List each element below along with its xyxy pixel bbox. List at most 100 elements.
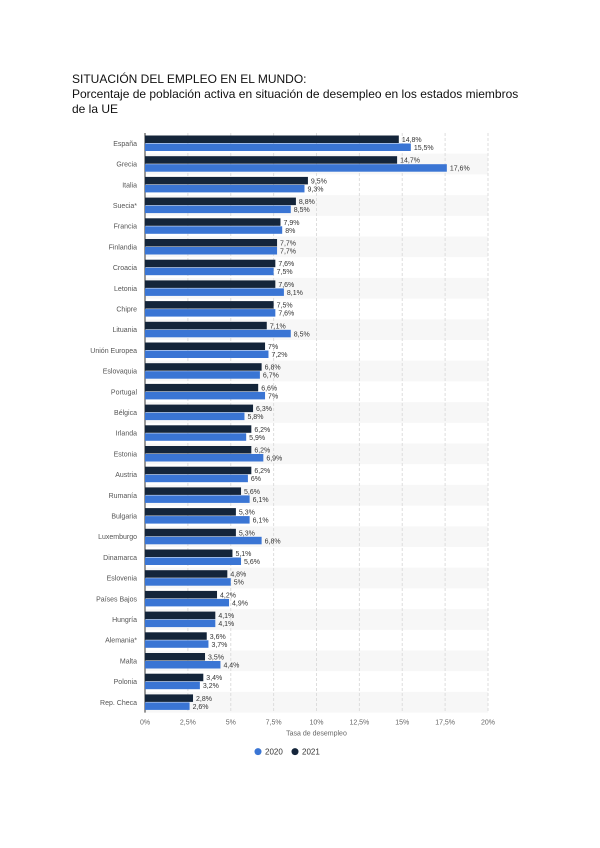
data-label-2021: 6,3% bbox=[256, 406, 272, 413]
data-label-2021: 3,5% bbox=[208, 655, 224, 662]
data-label-2020: 5,8% bbox=[247, 414, 263, 421]
x-tick-label: 12,5% bbox=[349, 720, 369, 727]
data-label-2020: 17,6% bbox=[450, 166, 470, 173]
bar-2021 bbox=[145, 342, 266, 350]
bar-2021 bbox=[145, 549, 233, 557]
x-tick-label: 17,5% bbox=[435, 720, 455, 727]
data-label-2021: 8,8% bbox=[299, 199, 315, 206]
category-label: Dinamarca bbox=[103, 555, 137, 562]
bar-2020 bbox=[145, 288, 284, 296]
data-label-2020: 6,9% bbox=[266, 456, 282, 463]
bar-2021 bbox=[145, 239, 278, 247]
x-tick-label: 15% bbox=[395, 720, 409, 727]
category-label: Francia bbox=[114, 224, 137, 231]
bar-2021 bbox=[145, 590, 218, 599]
bar-2020 bbox=[145, 433, 247, 441]
data-label-2021: 5,3% bbox=[239, 510, 255, 517]
data-label-2020: 6,1% bbox=[253, 518, 269, 525]
data-label-2021: 7,5% bbox=[277, 303, 293, 310]
category-label: Rumanía bbox=[109, 493, 138, 500]
bar-2020 bbox=[145, 598, 230, 607]
legend-marker-2021 bbox=[291, 748, 299, 756]
bar-2020 bbox=[145, 474, 248, 483]
bar-2021 bbox=[145, 135, 399, 143]
x-axis-title: Tasa de desempleo bbox=[286, 731, 347, 738]
bar-2020 bbox=[145, 371, 260, 379]
data-label-2021: 5,3% bbox=[239, 530, 255, 537]
category-label: Bélgica bbox=[114, 410, 137, 417]
data-label-2020: 6,1% bbox=[253, 497, 269, 504]
data-label-2021: 4,1% bbox=[218, 613, 234, 620]
data-label-2021: 7,6% bbox=[278, 261, 294, 268]
bar-2020 bbox=[145, 143, 411, 151]
data-label-2021: 6,2% bbox=[254, 468, 270, 475]
bar-2021 bbox=[145, 694, 194, 702]
bar-2021 bbox=[145, 197, 296, 206]
data-label-2021: 2,8% bbox=[196, 696, 212, 703]
data-label-2020: 15,5% bbox=[414, 145, 434, 152]
bar-2020 bbox=[145, 391, 266, 400]
category-label: Unión Europea bbox=[90, 348, 137, 355]
bar-2020 bbox=[145, 495, 250, 503]
data-label-2021: 5,1% bbox=[235, 551, 251, 558]
category-label: Lituania bbox=[112, 327, 137, 334]
data-label-2020: 8,1% bbox=[287, 290, 303, 297]
category-label: Austria bbox=[115, 472, 137, 479]
data-label-2020: 7,6% bbox=[278, 311, 294, 318]
bar-2021 bbox=[145, 363, 262, 371]
bar-2020 bbox=[145, 640, 209, 648]
category-label: España bbox=[113, 141, 137, 148]
category-label: Estonia bbox=[114, 451, 137, 458]
data-label-2021: 6,8% bbox=[265, 365, 281, 372]
data-label-2021: 3,4% bbox=[206, 675, 222, 682]
category-label: Polonia bbox=[114, 679, 137, 686]
bar-2021 bbox=[145, 301, 274, 309]
data-label-2021: 6,6% bbox=[261, 385, 277, 392]
bar-2021 bbox=[145, 176, 308, 185]
x-tick-label: 7,5% bbox=[266, 720, 282, 727]
bar-2021 bbox=[145, 321, 267, 330]
data-label-2020: 4,4% bbox=[223, 663, 239, 670]
bar-2020 bbox=[145, 267, 274, 276]
data-label-2021: 7,1% bbox=[270, 323, 286, 330]
data-label-2020: 7,5% bbox=[277, 269, 293, 276]
row-band bbox=[145, 691, 488, 713]
bar-2021 bbox=[145, 673, 204, 682]
bar-2020 bbox=[145, 702, 190, 710]
data-label-2021: 9,5% bbox=[311, 178, 327, 185]
bar-2021 bbox=[145, 570, 228, 578]
category-label: Chipre bbox=[116, 306, 137, 313]
category-label: Eslovaquia bbox=[103, 369, 137, 376]
data-label-2021: 6,2% bbox=[254, 448, 270, 455]
bar-2020 bbox=[145, 578, 231, 586]
data-label-2021: 7% bbox=[268, 344, 278, 351]
x-tick-label: 10% bbox=[309, 720, 323, 727]
category-label: Grecia bbox=[116, 162, 137, 169]
bar-2021 bbox=[145, 280, 276, 288]
data-label-2021: 7,6% bbox=[278, 282, 294, 289]
bar-2020 bbox=[145, 619, 216, 628]
data-label-2020: 6% bbox=[251, 476, 261, 483]
data-label-2020: 2,6% bbox=[193, 704, 209, 711]
data-label-2020: 5,9% bbox=[249, 435, 265, 442]
bar-2021 bbox=[145, 404, 254, 413]
data-label-2021: 7,7% bbox=[280, 241, 296, 248]
category-label: Portugal bbox=[111, 389, 138, 396]
data-label-2020: 6,7% bbox=[263, 373, 279, 380]
data-label-2020: 8% bbox=[285, 228, 295, 235]
bar-2020 bbox=[145, 412, 245, 421]
legend-label-2020: 2020 bbox=[265, 748, 283, 757]
x-tick-label: 2,5% bbox=[180, 720, 196, 727]
category-label: Alemania* bbox=[105, 638, 137, 645]
data-label-2021: 6,2% bbox=[254, 427, 270, 434]
bar-2021 bbox=[145, 653, 206, 661]
bar-2020 bbox=[145, 661, 221, 669]
bar-2020 bbox=[145, 226, 283, 234]
bar-2020 bbox=[145, 516, 250, 524]
category-label: Rep. Checa bbox=[100, 700, 137, 707]
category-label: Hungría bbox=[112, 617, 137, 624]
data-label-2020: 5% bbox=[234, 580, 244, 587]
category-label: Finlandia bbox=[109, 244, 138, 251]
